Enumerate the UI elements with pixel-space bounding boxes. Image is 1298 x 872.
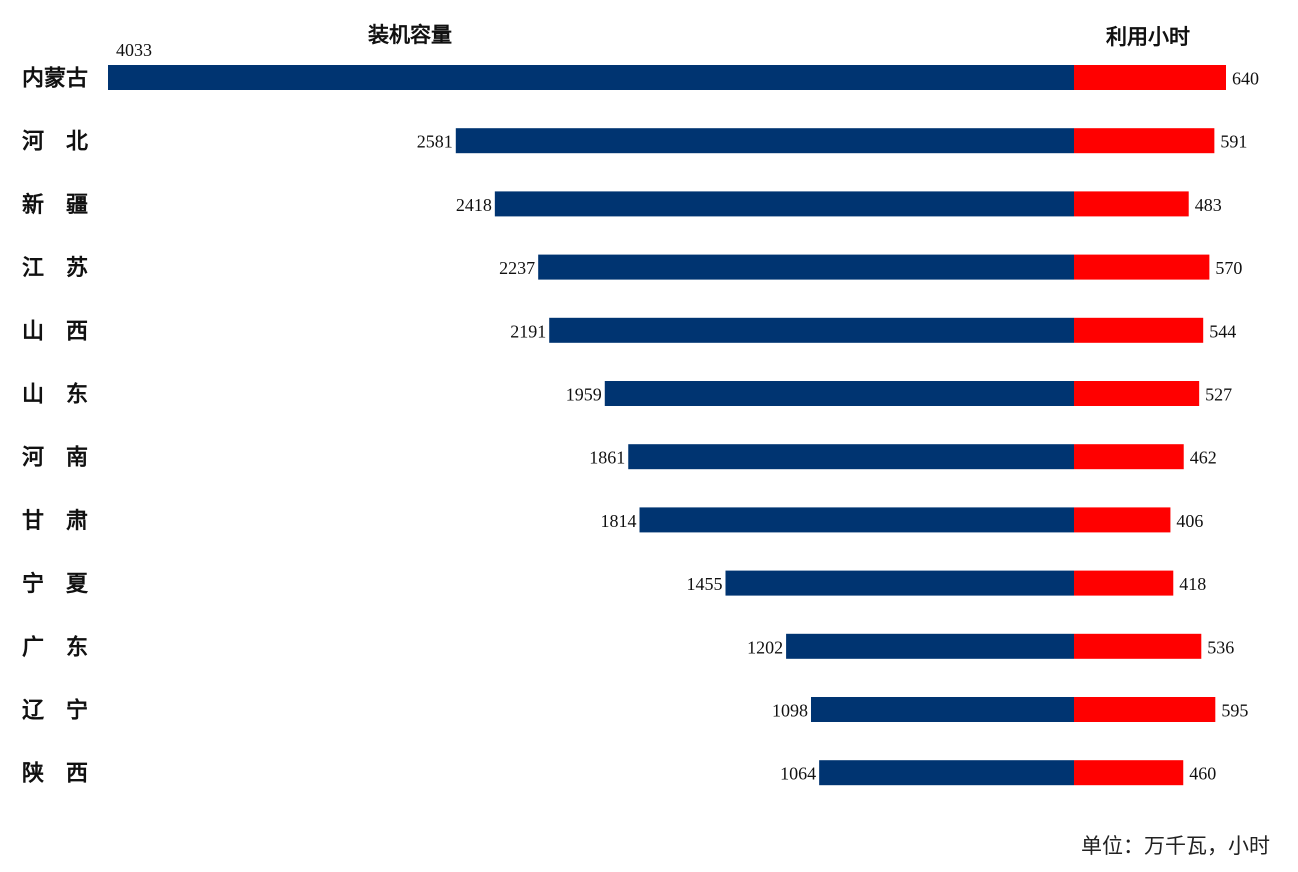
capacity-value-label: 1202 (747, 637, 783, 657)
capacity-bar (604, 381, 1074, 406)
category-label: 山 东 (22, 382, 88, 408)
capacity-value-label: 2191 (510, 321, 546, 341)
capacity-value-label: 1814 (601, 511, 637, 531)
hours-bar (1074, 191, 1189, 217)
hours-bar (1074, 128, 1215, 154)
capacity-bar (549, 317, 1074, 343)
hours-bar (1074, 381, 1200, 406)
hours-value-label: 640 (1232, 69, 1259, 89)
category-label: 内蒙古 (22, 66, 88, 92)
capacity-bar (811, 697, 1074, 722)
chart-rows: 内蒙古 4033 640 河 北 2581 591 新 疆 2418 483 江 苏 2237 570… (22, 40, 1259, 787)
category-label: 江 苏 (22, 255, 88, 281)
capacity-bar (628, 444, 1074, 470)
hours-bar (1074, 633, 1202, 659)
capacity-bar (786, 633, 1074, 659)
capacity-bar (639, 507, 1074, 533)
capacity-value-label: 2237 (499, 258, 535, 278)
hours-value-label: 527 (1205, 385, 1232, 405)
capacity-value-label: 1959 (566, 385, 602, 405)
hours-value-label: 570 (1215, 258, 1242, 278)
hours-bar (1074, 254, 1210, 280)
hours-bar (1074, 444, 1184, 470)
hours-value-label: 406 (1176, 511, 1203, 531)
unit-note: 单位：万千瓦，小时 (1081, 834, 1270, 858)
category-label: 河 北 (22, 130, 88, 155)
category-label: 山 西 (22, 319, 88, 344)
category-label: 新 疆 (22, 192, 88, 218)
capacity-bar (455, 128, 1074, 154)
hours-value-label: 462 (1190, 448, 1217, 468)
capacity-value-label: 1455 (686, 574, 722, 594)
capacity-bar (819, 760, 1074, 786)
hours-bar (1074, 65, 1226, 90)
capacity-header: 装机容量 (368, 23, 452, 47)
capacity-value-label: 1064 (780, 764, 816, 784)
hours-value-label: 418 (1179, 574, 1206, 594)
hours-bar (1074, 697, 1216, 722)
category-label: 辽 宁 (22, 698, 88, 724)
capacity-value-label: 1098 (772, 701, 808, 721)
hours-value-label: 536 (1207, 637, 1234, 657)
capacity-bar (108, 65, 1074, 90)
capacity-value-label: 2418 (456, 195, 492, 215)
hours-header: 利用小时 (1106, 25, 1190, 49)
capacity-bar (538, 254, 1074, 280)
capacity-value-label: 4033 (116, 40, 152, 60)
hours-value-label: 591 (1220, 132, 1247, 152)
category-label: 陕 西 (22, 762, 88, 787)
hours-bar (1074, 507, 1171, 533)
capacity-value-label: 1861 (589, 448, 625, 468)
category-label: 甘 肃 (22, 508, 88, 534)
hours-bar (1074, 570, 1174, 596)
capacity-value-label: 2581 (417, 132, 453, 152)
hours-bar (1074, 760, 1184, 786)
hours-value-label: 595 (1221, 701, 1248, 721)
category-label: 河 南 (22, 446, 88, 471)
category-label: 宁 夏 (22, 571, 89, 597)
hours-value-label: 483 (1195, 195, 1222, 215)
hours-value-label: 544 (1209, 321, 1236, 341)
hours-value-label: 460 (1189, 764, 1216, 784)
hours-bar (1074, 317, 1204, 343)
capacity-bar (725, 570, 1074, 596)
category-label: 广 东 (22, 634, 88, 660)
capacity-bar (494, 191, 1074, 217)
